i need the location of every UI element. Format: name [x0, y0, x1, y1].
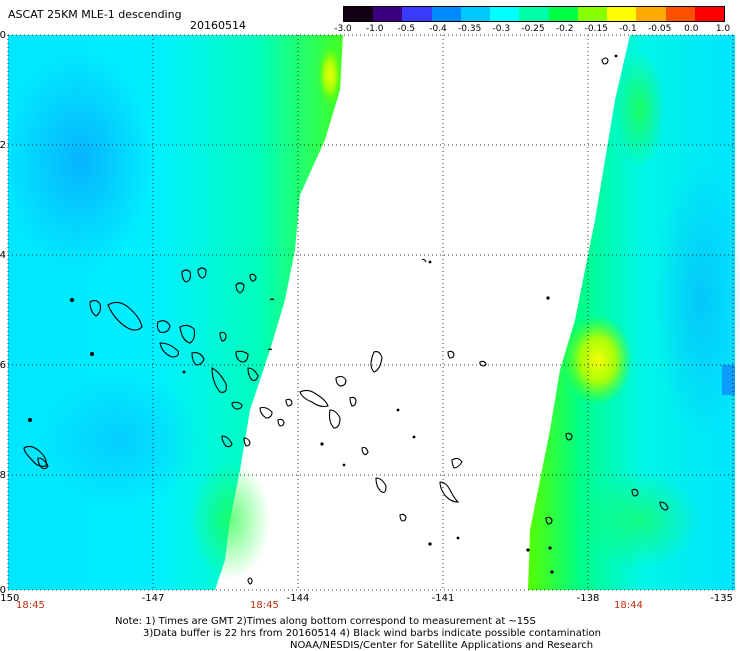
lat-tick-label: -20	[0, 585, 6, 596]
colorbar-label: 1.0	[715, 24, 731, 34]
colorbar-segment	[373, 7, 403, 21]
colorbar-segment	[577, 7, 608, 21]
colorbar-label: -0.25	[521, 24, 545, 34]
right-swath-yellow-zone	[563, 315, 633, 405]
colorbar-label: -0.3	[492, 24, 511, 34]
lon-tick-label: -141	[432, 593, 455, 604]
island-dots	[28, 54, 618, 574]
colorbar-label: -0.05	[648, 24, 672, 34]
lon-tick-label: -135	[710, 593, 733, 604]
colorbar-segment	[694, 7, 725, 21]
colorbar-segment	[607, 7, 637, 21]
right-swath-green-zone	[615, 50, 665, 170]
lat-tick-labels: -10 -12 -14 -16 -18 -20	[0, 30, 6, 596]
colorbar-segment	[402, 7, 433, 21]
lon-tick-label: -138	[577, 593, 600, 604]
colorbar-segment	[548, 7, 579, 21]
colorbar	[343, 6, 725, 22]
colorbar-segment	[490, 7, 520, 21]
lon-tick-label: -147	[142, 593, 165, 604]
colorbar-segment	[636, 7, 667, 21]
colorbar-segment	[665, 7, 696, 21]
colorbar-label: -0.35	[458, 24, 482, 34]
lon-tick-labels: -150 -147 -144 -141 -138 -135	[0, 593, 733, 604]
lat-tick-label: -10	[0, 30, 6, 41]
colorbar-label: -3.0	[334, 24, 352, 34]
island-outlines	[23, 57, 669, 585]
colorbar-segment	[431, 7, 462, 21]
colorbar-label: -0.4	[429, 24, 447, 34]
map-title: ASCAT 25KM MLE-1 descending	[8, 8, 182, 21]
grid-lines	[7, 34, 735, 591]
time-label: 18:44	[614, 600, 643, 611]
left-swath-blue-zone	[5, 50, 155, 270]
note-line: 3)Data buffer is 22 hrs from 20160514 4)…	[143, 628, 601, 639]
lat-tick-label: -14	[0, 250, 6, 261]
left-swath-green-zone	[190, 460, 270, 580]
colorbar-segment	[460, 7, 491, 21]
right-swath-green-zone	[580, 470, 700, 570]
lon-tick-label: -150	[0, 593, 19, 604]
right-swath-blue-zone	[722, 365, 735, 395]
map-date: 20160514	[190, 19, 246, 32]
colorbar-label: -0.2	[555, 24, 574, 34]
colorbar-segment	[344, 7, 374, 21]
right-swath-blue-zone	[655, 160, 740, 440]
colorbar-labels: -3.0 -1.0 -0.5 -0.4 -0.35 -0.3 -0.25 -0.2 -0.15 -…	[334, 24, 730, 36]
colorbar-label: -0.15	[584, 24, 608, 34]
time-label: 18:45	[16, 600, 45, 611]
lat-tick-label: -12	[0, 140, 6, 151]
colorbar-label: -0.1	[619, 24, 637, 34]
note-line: Note: 1) Times are GMT 2)Times along bot…	[115, 616, 536, 627]
colorbar-label: 0.0	[684, 24, 699, 34]
colorbar-label: -1.0	[365, 24, 384, 34]
left-swath-green-zone	[318, 45, 342, 105]
lat-tick-label: -18	[0, 470, 6, 481]
note-line: NOAA/NESDIS/Center for Satellite Applica…	[290, 640, 594, 651]
time-label: 18:45	[250, 600, 279, 611]
colorbar-label: -0.5	[397, 24, 416, 34]
lon-tick-label: -144	[287, 593, 310, 604]
colorbar-segment	[519, 7, 550, 21]
left-swath-blue-zone	[40, 370, 200, 510]
lat-tick-label: -16	[0, 360, 6, 371]
